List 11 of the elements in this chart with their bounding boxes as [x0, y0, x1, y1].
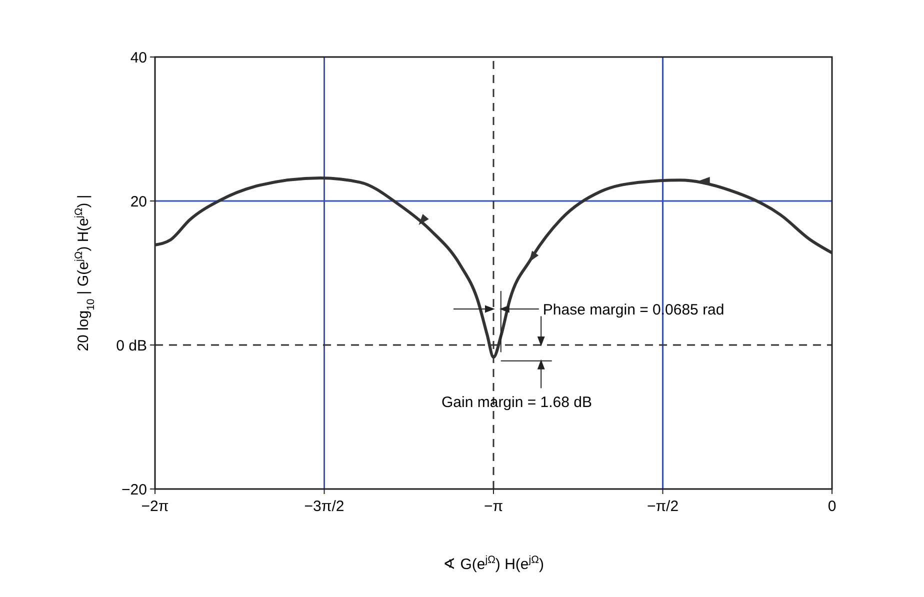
- x-tick-label: −3π/2: [304, 498, 344, 515]
- y-tick-label: 40: [130, 49, 147, 66]
- y-tick-label: 20: [130, 193, 147, 210]
- x-tick-label: −π/2: [646, 498, 679, 515]
- x-tick-label: −π: [484, 498, 504, 515]
- y-tick-label: 0 dB: [116, 337, 147, 354]
- y-tick-label: −20: [122, 481, 147, 498]
- x-tick-label: 0: [828, 498, 836, 515]
- annotation: Gain margin = 1.68 dB: [442, 394, 592, 412]
- x-tick-label: −2π: [141, 498, 169, 515]
- x-axis-title: ∢ G(e$^{jΩ}$) H(e$^{jΩ}$): [443, 554, 544, 573]
